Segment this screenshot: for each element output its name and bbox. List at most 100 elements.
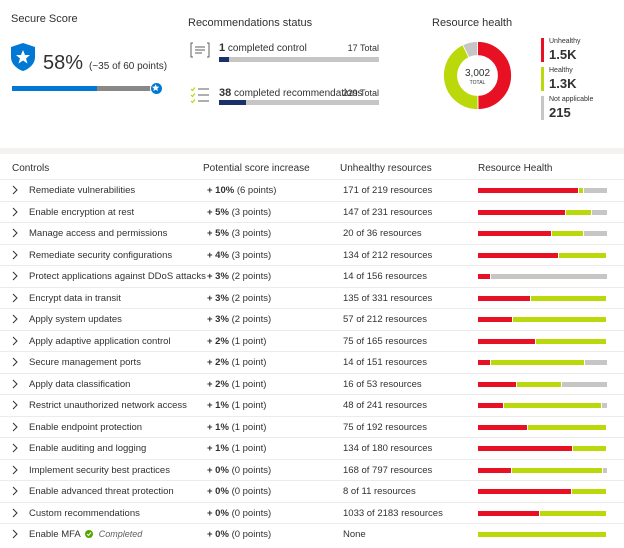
resource-health-bar[interactable]	[478, 252, 607, 258]
health-seg-unhealthy	[478, 467, 511, 473]
chevron-right-icon[interactable]	[11, 207, 19, 217]
completed-controls-text: 1 completed control	[219, 42, 307, 54]
score-increase-percent: + 0%	[207, 486, 229, 497]
control-name-text: Apply adaptive application control	[29, 335, 171, 347]
resource-health-bar[interactable]	[478, 381, 607, 387]
chevron-right-icon[interactable]	[11, 228, 19, 238]
table-row[interactable]: Remediate vulnerabilities + 10% (6 points…	[0, 179, 624, 201]
chevron-right-icon[interactable]	[11, 486, 19, 496]
table-row[interactable]: Enable advanced threat protection + 0% (0…	[0, 480, 624, 502]
chevron-right-icon[interactable]	[11, 379, 19, 389]
completed-recs-count: 38	[219, 87, 232, 99]
control-name: Encrypt data in transit	[29, 293, 121, 304]
unhealthy-resources: 134 of 212 resources	[343, 249, 433, 261]
table-row[interactable]: Manage access and permissions + 5% (3 poi…	[0, 222, 624, 244]
table-row[interactable]: Enable endpoint protection + 1% (1 point)…	[0, 415, 624, 438]
table-row[interactable]: Implement security best practices + 0% (0…	[0, 458, 624, 481]
chevron-right-icon[interactable]	[11, 314, 19, 324]
legend-value: 1.3K	[549, 76, 577, 91]
health-seg-unhealthy	[478, 424, 528, 430]
table-row[interactable]: Protect applications against DDoS attack…	[0, 265, 624, 287]
chevron-right-icon[interactable]	[11, 508, 19, 518]
chevron-right-icon[interactable]	[11, 250, 19, 260]
control-name-text: Remediate security configurations	[29, 249, 173, 261]
chevron-right-icon[interactable]	[11, 422, 19, 432]
chevron-right-icon[interactable]	[11, 443, 19, 453]
control-name-text: Enable auditing and logging	[29, 443, 147, 454]
legend-label: Unhealthy	[549, 38, 581, 45]
health-seg-unhealthy	[478, 338, 536, 344]
control-name: Apply adaptive application control	[29, 336, 171, 347]
unhealthy-resources: 57 of 212 resources	[343, 314, 427, 325]
control-name: Enable advanced threat protection	[29, 486, 174, 497]
star-badge-icon	[150, 82, 163, 95]
unhealthy-resources: 75 of 165 resources	[343, 335, 427, 347]
resource-health-donut[interactable]: 3,002 TOTAL	[443, 41, 512, 110]
chevron-right-icon[interactable]	[11, 185, 19, 195]
unhealthy-resources: 14 of 151 resources	[343, 357, 427, 368]
chevron-right-icon[interactable]	[11, 336, 19, 346]
recs-total: 229 Total	[342, 88, 379, 98]
health-seg-unhealthy	[478, 489, 572, 494]
header-unhealthy-resources[interactable]: Unhealthy resources	[340, 163, 432, 174]
unhealthy-resources: 48 of 241 resources	[343, 400, 427, 411]
header-resource-health[interactable]: Resource Health	[478, 163, 553, 174]
donut-slice-not-applicable[interactable]	[462, 41, 478, 59]
health-seg-unhealthy	[478, 252, 559, 258]
resource-health-bar[interactable]	[478, 188, 607, 193]
chevron-right-icon[interactable]	[11, 293, 19, 303]
resource-health-bar[interactable]	[478, 360, 607, 365]
score-increase-percent: + 2%	[207, 357, 229, 368]
chevron-right-icon[interactable]	[11, 357, 19, 367]
resource-health-bar[interactable]	[478, 209, 607, 215]
chevron-right-icon[interactable]	[11, 400, 19, 410]
chevron-right-icon[interactable]	[11, 465, 19, 475]
resource-health-title: Resource health	[432, 17, 513, 29]
control-name-text: Enable MFA	[29, 529, 81, 540]
table-row[interactable]: Encrypt data in transit + 3% (2 points) 13…	[0, 286, 624, 309]
table-row[interactable]: Enable auditing and logging + 1% (1 point…	[0, 437, 624, 459]
chevron-right-icon[interactable]	[11, 271, 19, 281]
chevron-right-icon[interactable]	[11, 529, 19, 539]
score-increase-percent: + 2%	[207, 335, 229, 347]
donut-total-value: 3,002	[465, 68, 490, 79]
table-row[interactable]: Remediate security configurations + 4% (3…	[0, 243, 624, 266]
resource-health-bar[interactable]	[478, 510, 607, 516]
resource-health-bar[interactable]	[478, 231, 607, 236]
resource-health-bar[interactable]	[478, 532, 607, 537]
header-potential-score[interactable]: Potential score increase	[203, 163, 310, 174]
score-increase-percent: + 0%	[207, 529, 229, 540]
score-increase-percent: + 2%	[207, 378, 229, 390]
table-row[interactable]: Enable MFA Completed + 0% (0 points) None	[0, 523, 624, 545]
table-row[interactable]: Custom recommendations + 0% (0 points) 103…	[0, 501, 624, 524]
potential-score-increase: + 4% (3 points)	[207, 250, 271, 261]
table-row[interactable]: Restrict unauthorized network access + 1%…	[0, 394, 624, 416]
health-seg-not-applicable	[601, 403, 607, 408]
resource-health-bar[interactable]	[478, 489, 607, 494]
resource-health-bar[interactable]	[478, 467, 607, 473]
table-row[interactable]: Apply system updates + 3% (2 points) 57 of…	[0, 308, 624, 330]
health-seg-unhealthy	[478, 317, 512, 322]
health-seg-healthy	[530, 295, 606, 301]
table-row[interactable]: Apply data classification + 2% (1 point) 1…	[0, 372, 624, 395]
health-seg-healthy	[490, 360, 585, 365]
resource-health-bar[interactable]	[478, 338, 607, 344]
score-increase-points: (1 point)	[231, 357, 267, 368]
header-controls[interactable]: Controls	[12, 163, 50, 174]
resource-health-bar[interactable]	[478, 424, 607, 430]
resource-health-bar[interactable]	[478, 295, 607, 301]
potential-score-increase: + 5% (3 points)	[207, 207, 271, 218]
potential-score-increase: + 2% (1 point)	[207, 336, 266, 347]
resource-health-bar[interactable]	[478, 403, 607, 408]
resource-health-bar[interactable]	[478, 317, 607, 322]
table-row[interactable]: Secure management ports + 2% (1 point) 14 …	[0, 351, 624, 373]
resource-health-bar[interactable]	[478, 446, 607, 451]
score-increase-points: (2 points)	[231, 292, 272, 304]
secure-score-percent: 58%	[43, 52, 84, 74]
table-row[interactable]: Enable encryption at rest + 5% (3 points)…	[0, 200, 624, 223]
resource-health-bar[interactable]	[478, 274, 607, 279]
table-row[interactable]: Apply adaptive application control + 2% (…	[0, 329, 624, 352]
donut-slice-unhealthy[interactable]	[477, 41, 512, 110]
score-increase-points: (1 point)	[231, 400, 267, 411]
control-name-text: Apply system updates	[29, 314, 122, 325]
